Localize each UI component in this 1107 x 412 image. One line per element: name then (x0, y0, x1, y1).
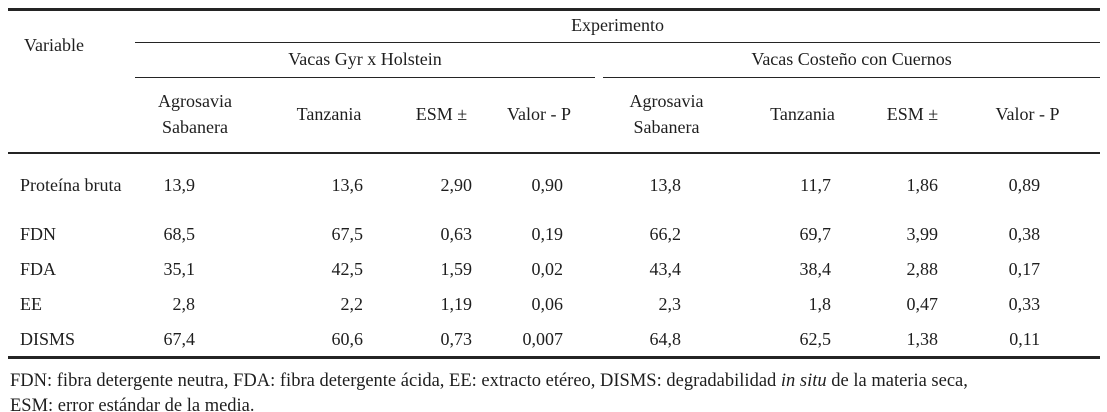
table-row-ee: EE 2,8 2,2 1,19 0,06 2,3 1,8 0,47 0,33 (8, 286, 1100, 321)
value-cell: 64,8 (649, 328, 682, 349)
value-cell: 1,59 (440, 258, 473, 279)
value-cell: 0,47 (906, 293, 939, 314)
value-cell: 0,73 (440, 328, 473, 349)
value-cell: 60,6 (331, 328, 364, 349)
value-cell: 13,8 (649, 175, 682, 195)
col-header-tanzania-g1: Tanzania (255, 78, 403, 154)
value-cell: 13,9 (163, 175, 196, 195)
col-header-valor-p-g1: Valor - P (480, 78, 598, 154)
footnote-line-2: ESM: error estándar de la media. (10, 396, 255, 412)
row-label: EE (20, 293, 42, 314)
table-header: Variable Experimento Vacas Gyr x Holstei… (8, 9, 1101, 154)
row-label: FDN (20, 223, 57, 244)
table-body: Proteína bruta 13,9 13,6 2,90 0,90 13,8 … (8, 153, 1100, 358)
footnote-line-1: FDN: fibra detergente neutra, FDA: fibra… (10, 369, 1100, 394)
table-row-disms: DISMS 67,4 60,6 0,73 0,007 64,8 62,5 1,3… (8, 321, 1100, 358)
col-header-agrosavia-sabanera-g2: Agrosavia Sabanera (598, 78, 735, 154)
group-header-vacas-gyr-holstein: Vacas Gyr x Holstein (135, 43, 598, 78)
value-cell: 0,38 (1008, 223, 1041, 244)
value-cell: 2,90 (440, 175, 473, 195)
value-cell: 1,86 (906, 175, 939, 195)
value-cell: 1,19 (440, 293, 473, 314)
value-cell: 2,2 (340, 293, 364, 314)
value-cell: 1,8 (808, 293, 832, 314)
row-label: FDA (20, 258, 57, 279)
value-cell: 43,4 (649, 258, 682, 279)
value-cell: 11,7 (800, 175, 831, 195)
value-cell: 67,4 (163, 328, 196, 349)
group-header-vacas-costeno-cuernos: Vacas Costeño con Cuernos (598, 43, 1101, 78)
value-cell: 2,3 (658, 293, 682, 314)
row-label: DISMS (20, 328, 76, 349)
value-cell: 1,38 (906, 328, 939, 349)
value-cell: 62,5 (799, 328, 832, 349)
value-cell: 68,5 (163, 223, 196, 244)
row-label: Proteína bruta (20, 175, 122, 195)
col-header-esm-g2: ESM ± (870, 78, 955, 154)
value-cell: 2,88 (906, 258, 939, 279)
group-header-label: Vacas Gyr x Holstein (135, 43, 595, 78)
value-cell: 35,1 (163, 258, 196, 279)
table-footnote: FDN: fibra detergente neutra, FDA: fibra… (8, 369, 1100, 412)
value-cell: 38,4 (799, 258, 832, 279)
value-cell: 0,90 (531, 175, 564, 195)
value-cell: 0,06 (531, 293, 564, 314)
header-row-groups: Vacas Gyr x Holstein Vacas Costeño con C… (8, 43, 1101, 78)
col-header-esm-g1: ESM ± (403, 78, 480, 154)
header-row-experimento: Variable Experimento (8, 9, 1101, 154)
table-row-proteina-bruta: Proteína bruta 13,9 13,6 2,90 0,90 13,8 … (8, 153, 1100, 216)
value-cell: 0,33 (1008, 293, 1041, 314)
value-cell: 0,11 (1009, 328, 1041, 349)
value-cell: 13,6 (331, 175, 364, 195)
value-cell: 0,17 (1008, 258, 1041, 279)
footnote-in-situ-italic: in situ (780, 371, 827, 391)
table-row-fda: FDA 35,1 42,5 1,59 0,02 43,4 38,4 2,88 0… (8, 251, 1100, 286)
experimento-spanner-header: Experimento (135, 9, 1101, 43)
value-cell: 66,2 (649, 223, 682, 244)
col-header-agrosavia-sabanera-g1: Agrosavia Sabanera (135, 78, 255, 154)
group-header-label: Vacas Costeño con Cuernos (603, 43, 1101, 78)
footnote-abbreviations-text: FDN: fibra detergente neutra, FDA: fibra… (10, 371, 781, 391)
value-cell: 2,8 (172, 293, 196, 314)
value-cell: 0,19 (531, 223, 564, 244)
value-cell: 0,63 (440, 223, 473, 244)
value-cell: 42,5 (331, 258, 364, 279)
value-cell: 0,007 (522, 328, 564, 349)
value-cell: 3,99 (906, 223, 939, 244)
footnote-line-1-end: de la materia seca, (826, 371, 968, 391)
variable-column-header: Variable (8, 9, 135, 154)
col-header-tanzania-g2: Tanzania (735, 78, 870, 154)
table-row-fdn: FDN 68,5 67,5 0,63 0,19 66,2 69,7 3,99 0… (8, 216, 1100, 251)
experiment-results-table: Variable Experimento Vacas Gyr x Holstei… (8, 8, 1101, 359)
value-cell: 69,7 (799, 223, 832, 244)
value-cell: 0,02 (531, 258, 564, 279)
col-header-valor-p-g2: Valor - P (955, 78, 1101, 154)
value-cell: 67,5 (331, 223, 364, 244)
header-row-treatments: Agrosavia Sabanera Tanzania ESM ± Valor … (8, 78, 1101, 154)
value-cell: 0,89 (1008, 175, 1041, 195)
